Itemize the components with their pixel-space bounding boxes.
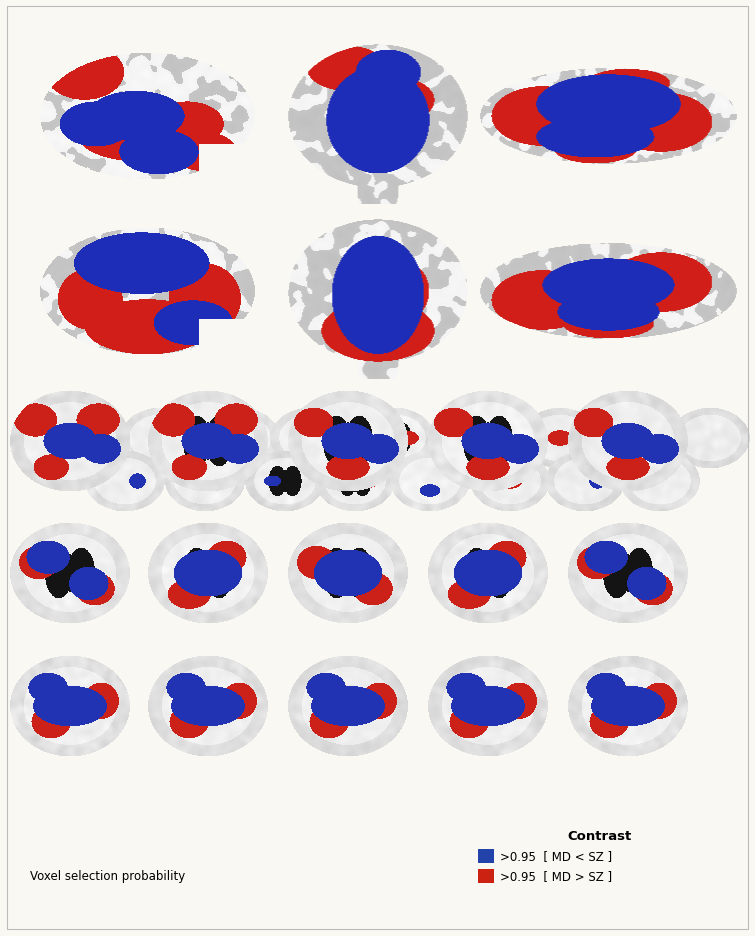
Bar	[478, 869, 494, 883]
Bar	[478, 849, 494, 863]
Text: Contrast: Contrast	[568, 829, 632, 842]
Text: >0.95  [ MD > SZ ]: >0.95 [ MD > SZ ]	[500, 870, 612, 883]
Text: >0.95  [ MD < SZ ]: >0.95 [ MD < SZ ]	[500, 850, 612, 863]
Text: Voxel selection probability: Voxel selection probability	[30, 870, 185, 883]
